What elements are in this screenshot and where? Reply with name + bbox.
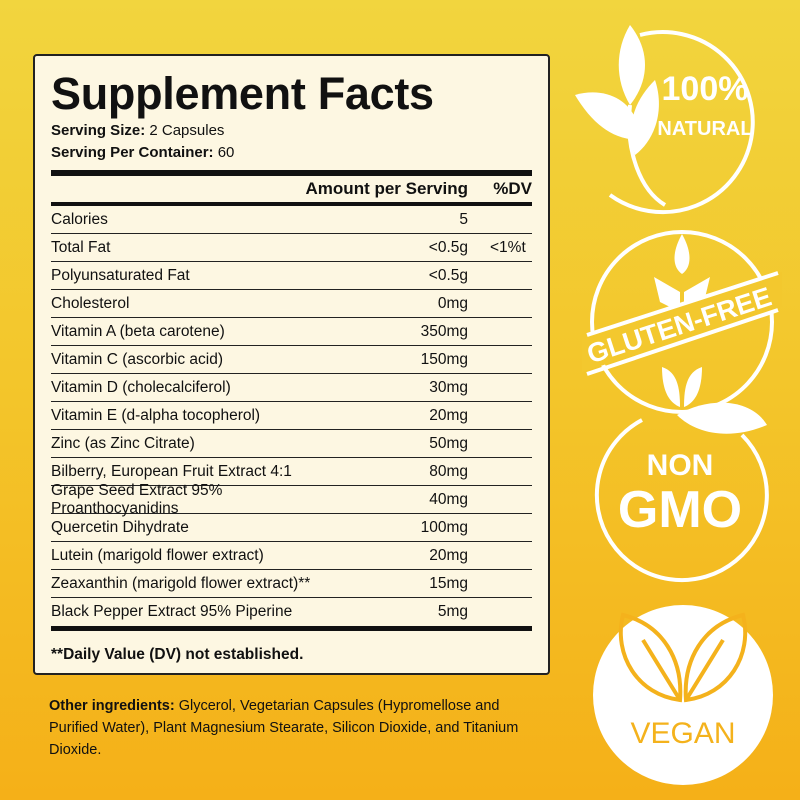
nutrient-name: Grape Seed Extract 95% Proanthocyanidins: [51, 481, 223, 517]
col-amount: Amount per Serving: [305, 179, 468, 198]
nutrient-amount: 15mg: [429, 574, 468, 592]
nutrient-amount: 20mg: [429, 406, 468, 424]
table-row: Vitamin A (beta carotene) 350mg: [51, 318, 532, 346]
leaf-icon: [575, 25, 667, 207]
nutrient-amount: 0mg: [437, 294, 468, 312]
nutrient-amount: 5mg: [437, 603, 468, 620]
table-row: Vitamin C (ascorbic acid) 150mg: [51, 346, 532, 374]
leaf-icon: [677, 402, 767, 434]
nutrient-name: Vitamin C (ascorbic acid): [51, 350, 223, 368]
nutrient-name: Zinc (as Zinc Citrate): [51, 434, 195, 452]
nutrient-amount: <0.5g: [428, 266, 468, 284]
nutrient-name: Quercetin Dihydrate: [51, 518, 189, 536]
gluten-free-badge: GLUTEN-FREE: [582, 230, 782, 414]
nutrient-amount: 20mg: [429, 546, 468, 564]
natural-badge: 100% NATURAL: [575, 25, 755, 215]
table-row: Vitamin D (cholecalciferol) 30mg: [51, 374, 532, 402]
nutrient-name: Lutein (marigold flower extract): [51, 546, 264, 564]
svg-text:100%: 100%: [662, 70, 749, 108]
nutrient-amount: <0.5g: [428, 238, 468, 256]
nutrient-amount: 150mg: [420, 350, 468, 368]
divider: [51, 170, 532, 176]
table-row: Calories 5: [51, 206, 532, 234]
table-row: Black Pepper Extract 95% Piperine 5mg: [51, 598, 532, 626]
nutrient-name: Bilberry, European Fruit Extract 4:1: [51, 462, 292, 480]
table-row: Bilberry, European Fruit Extract 4:1 80mg: [51, 458, 532, 486]
nutrient-name: Black Pepper Extract 95% Piperine: [51, 603, 293, 620]
col-dv: %DV: [493, 179, 532, 198]
nutrient-amount: 30mg: [429, 378, 468, 396]
nutrient-name: Total Fat: [51, 238, 111, 256]
nutrient-amount: 350mg: [420, 322, 468, 340]
nutrient-amount: 5: [459, 210, 468, 228]
nutrient-amount: 40mg: [429, 490, 468, 508]
nutrient-name: Zeaxanthin (marigold flower extract)**: [51, 574, 311, 592]
table-row: Quercetin Dihydrate 100mg: [51, 514, 532, 542]
nutrient-dv: <1%t: [490, 238, 526, 256]
table-row: Grape Seed Extract 95% Proanthocyanidins…: [51, 482, 532, 517]
panel-title: Supplement Facts: [51, 68, 434, 119]
table-row: Lutein (marigold flower extract) 20mg: [51, 542, 532, 570]
table-row: Cholesterol 0mg: [51, 290, 532, 318]
leaves-icon: [618, 612, 748, 703]
supplement-facts-panel: Supplement Facts Serving Size: 2 Capsule…: [33, 54, 550, 675]
other-ingredients: Other ingredients: Glycerol, Vegetarian …: [49, 698, 519, 758]
nutrient-name: Vitamin E (d-alpha tocopherol): [51, 406, 261, 424]
svg-text:NON: NON: [647, 449, 714, 482]
svg-text:GMO: GMO: [618, 481, 742, 539]
svg-text:NATURAL: NATURAL: [657, 118, 752, 140]
vegan-badge: VEGAN: [593, 605, 773, 785]
table-row: Polyunsaturated Fat <0.5g: [51, 262, 532, 290]
nutrient-name: Polyunsaturated Fat: [51, 266, 190, 284]
divider: [51, 202, 532, 206]
nutrient-amount: 80mg: [429, 462, 468, 480]
svg-text:VEGAN: VEGAN: [630, 717, 735, 750]
table-row: Total Fat <0.5g <1%t: [51, 234, 532, 262]
nutrient-name: Calories: [51, 210, 108, 228]
divider: [51, 626, 532, 631]
serving-size: Serving Size: 2 Capsules: [51, 122, 225, 139]
facts-table: Calories 5 Total Fat <0.5g <1%t Polyunsaturat…: [51, 206, 532, 626]
table-row: Vitamin E (d-alpha tocopherol) 20mg: [51, 402, 532, 430]
nutrient-amount: 100mg: [420, 518, 468, 536]
nutrient-amount: 50mg: [429, 434, 468, 452]
nutrient-name: Cholesterol: [51, 294, 130, 312]
footnote: **Daily Value (DV) not established.: [51, 646, 304, 663]
table-row: Zinc (as Zinc Citrate) 50mg: [51, 430, 532, 458]
table-row: Zeaxanthin (marigold flower extract)** 15…: [51, 570, 532, 598]
servings-per-container: Serving Per Container: 60: [51, 144, 235, 161]
table-header: Amount per Serving %DV: [51, 176, 532, 202]
nutrient-name: Vitamin D (cholecalciferol): [51, 378, 231, 396]
nutrient-name: Vitamin A (beta carotene): [51, 322, 225, 340]
non-gmo-badge: NON GMO: [594, 402, 769, 583]
